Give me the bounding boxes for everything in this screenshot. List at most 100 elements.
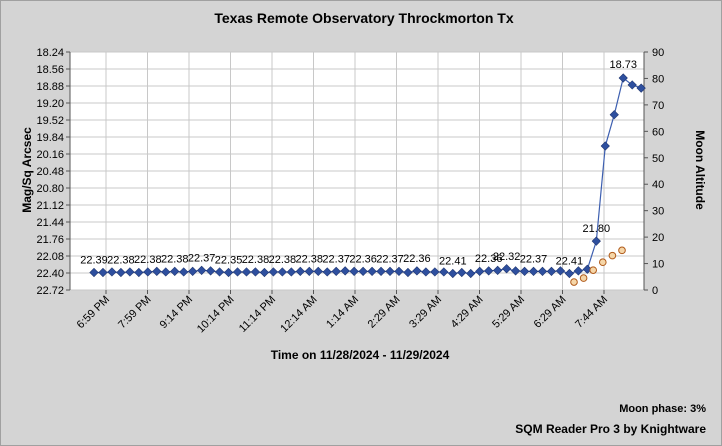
sqm-data-label: 22.38 — [161, 253, 189, 265]
sqm-data-point — [268, 267, 278, 277]
sqm-data-point — [528, 266, 539, 277]
y2-tick-label: 70 — [652, 100, 664, 112]
sqm-data-point — [295, 266, 305, 277]
y-tick-label: 21.76 — [36, 234, 64, 246]
sqm-data-point — [457, 267, 467, 278]
y-tick-label: 19.84 — [36, 132, 64, 144]
sqm-data-label: 22.36 — [403, 253, 431, 265]
sqm-data-point — [143, 267, 153, 277]
sqm-data-point — [573, 266, 583, 276]
sqm-data-point — [107, 267, 117, 277]
y-tick-label: 22.72 — [36, 285, 64, 297]
sqm-data-point — [475, 266, 485, 277]
sqm-data-point — [188, 266, 198, 277]
y-tick-label: 22.08 — [36, 251, 64, 263]
sqm-data-point — [555, 266, 566, 276]
sqm-data-point — [484, 266, 494, 276]
sqm-data-point — [179, 267, 189, 277]
sqm-data-point — [313, 266, 323, 277]
sqm-data-point — [618, 73, 628, 83]
y-tick-label: 19.52 — [36, 115, 64, 127]
sqm-data-point — [394, 266, 404, 277]
sqm-data-point — [197, 265, 207, 275]
y-tick-label: 22.40 — [36, 268, 64, 280]
moon-altitude-point — [570, 278, 578, 286]
sqm-data-label: 22.41 — [556, 256, 584, 268]
y2-tick-label: 30 — [652, 206, 664, 218]
sqm-data-point — [537, 266, 548, 277]
sqm-data-point — [331, 266, 341, 277]
sqm-data-point — [636, 83, 646, 93]
sqm-data-point — [358, 266, 368, 277]
sqm-data-point — [502, 264, 512, 274]
sqm-data-label: 18.73 — [609, 59, 637, 71]
x-axis-label: Time on 11/28/2024 - 11/29/2024 — [271, 348, 450, 362]
sqm-data-point — [376, 266, 386, 277]
y2-tick-label: 50 — [652, 153, 664, 165]
sqm-data-point — [493, 265, 503, 275]
y-tick-label: 18.88 — [36, 81, 64, 93]
sqm-data-point — [466, 268, 476, 279]
y-tick-label: 20.16 — [36, 149, 64, 161]
sqm-data-point — [277, 267, 287, 277]
moon-phase-text: Moon phase: 3% — [619, 403, 706, 415]
sqm-data-point — [98, 267, 108, 278]
moon-altitude-point — [579, 274, 588, 282]
y-tick-label: 18.24 — [36, 47, 64, 59]
sqm-data-label: 22.38 — [107, 254, 135, 266]
sqm-data-point — [89, 267, 99, 278]
sqm-data-point — [241, 267, 252, 277]
y2-tick-label: 60 — [652, 126, 664, 138]
sqm-data-label: 22.38 — [242, 254, 270, 266]
y-tick-label: 20.80 — [36, 183, 64, 195]
sqm-data-point — [214, 267, 225, 277]
sqm-data-point — [627, 80, 637, 90]
moon-altitude-point — [589, 266, 598, 274]
y2-tick-label: 20 — [652, 232, 664, 244]
moon-altitude-point — [608, 251, 617, 260]
y-tick-label: 21.12 — [36, 200, 64, 212]
sqm-data-label: 22.41 — [439, 256, 467, 268]
sqm-data-point — [116, 267, 126, 278]
sqm-data-point — [170, 266, 180, 277]
sqm-data-point — [564, 268, 575, 279]
y-tick-label: 18.56 — [36, 64, 64, 76]
sqm-data-label: 22.35 — [215, 254, 243, 266]
sqm-data-point — [286, 267, 296, 277]
sqm-data-label: 22.36 — [475, 253, 503, 265]
sqm-data-point — [223, 267, 234, 278]
y2-tick-label: 40 — [652, 179, 664, 191]
sqm-data-label: 22.32 — [493, 251, 521, 263]
chart-title: Texas Remote Observatory Throckmorton Tx — [214, 10, 513, 26]
sqm-data-label: 22.38 — [269, 254, 297, 266]
sqm-data-point — [232, 267, 243, 277]
sqm-data-point — [591, 236, 601, 246]
sqm-data-point — [206, 266, 216, 276]
sqm-data-point — [582, 264, 592, 274]
moon-altitude-point — [599, 258, 607, 267]
sqm-data-label: 22.36 — [349, 253, 377, 265]
sqm-data-point — [412, 266, 422, 276]
sqm-data-point — [367, 266, 377, 277]
moon-altitude-point — [618, 246, 626, 255]
y2-tick-label: 80 — [652, 73, 664, 85]
sqm-data-point — [259, 267, 270, 278]
sqm-data-point — [134, 267, 144, 278]
sqm-data-point — [152, 266, 162, 277]
sqm-data-point — [421, 267, 431, 277]
sqm-data-point — [430, 267, 440, 277]
y2-tick-label: 0 — [652, 285, 658, 297]
sqm-data-point — [448, 268, 458, 279]
sqm-data-point — [546, 266, 557, 277]
sqm-data-point — [519, 266, 530, 277]
sqm-data-label: 21.80 — [583, 223, 611, 235]
sqm-data-point — [125, 267, 135, 277]
sqm-data-label: 22.37 — [376, 253, 404, 265]
sqm-data-point — [510, 266, 521, 276]
sqm-data-point — [385, 266, 395, 277]
y-axis-label: Mag/Sq Arcsec — [20, 127, 34, 213]
sqm-data-point — [600, 141, 610, 151]
sqm-data-point — [609, 110, 619, 120]
